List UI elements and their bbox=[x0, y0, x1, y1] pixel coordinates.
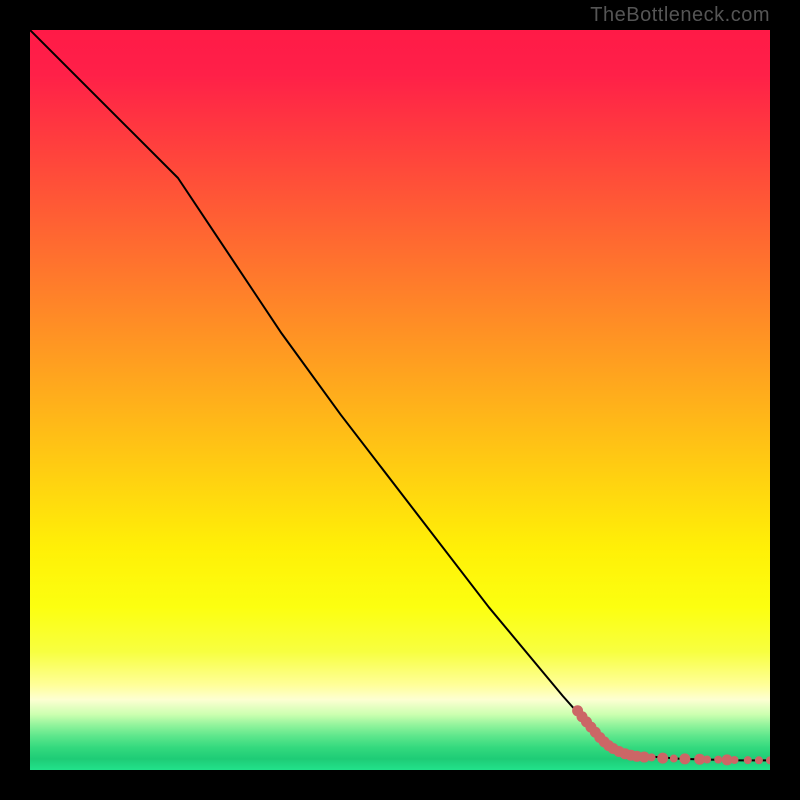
data-marker bbox=[657, 753, 668, 764]
data-marker bbox=[670, 755, 678, 763]
data-marker bbox=[755, 756, 763, 764]
watermark-text: TheBottleneck.com bbox=[590, 4, 770, 27]
data-marker bbox=[714, 756, 722, 764]
data-marker bbox=[744, 756, 752, 764]
chart-svg bbox=[30, 30, 770, 770]
data-marker bbox=[648, 753, 656, 761]
data-marker bbox=[703, 755, 711, 763]
chart-area bbox=[30, 30, 770, 770]
data-marker bbox=[679, 753, 690, 764]
data-marker bbox=[730, 756, 738, 764]
